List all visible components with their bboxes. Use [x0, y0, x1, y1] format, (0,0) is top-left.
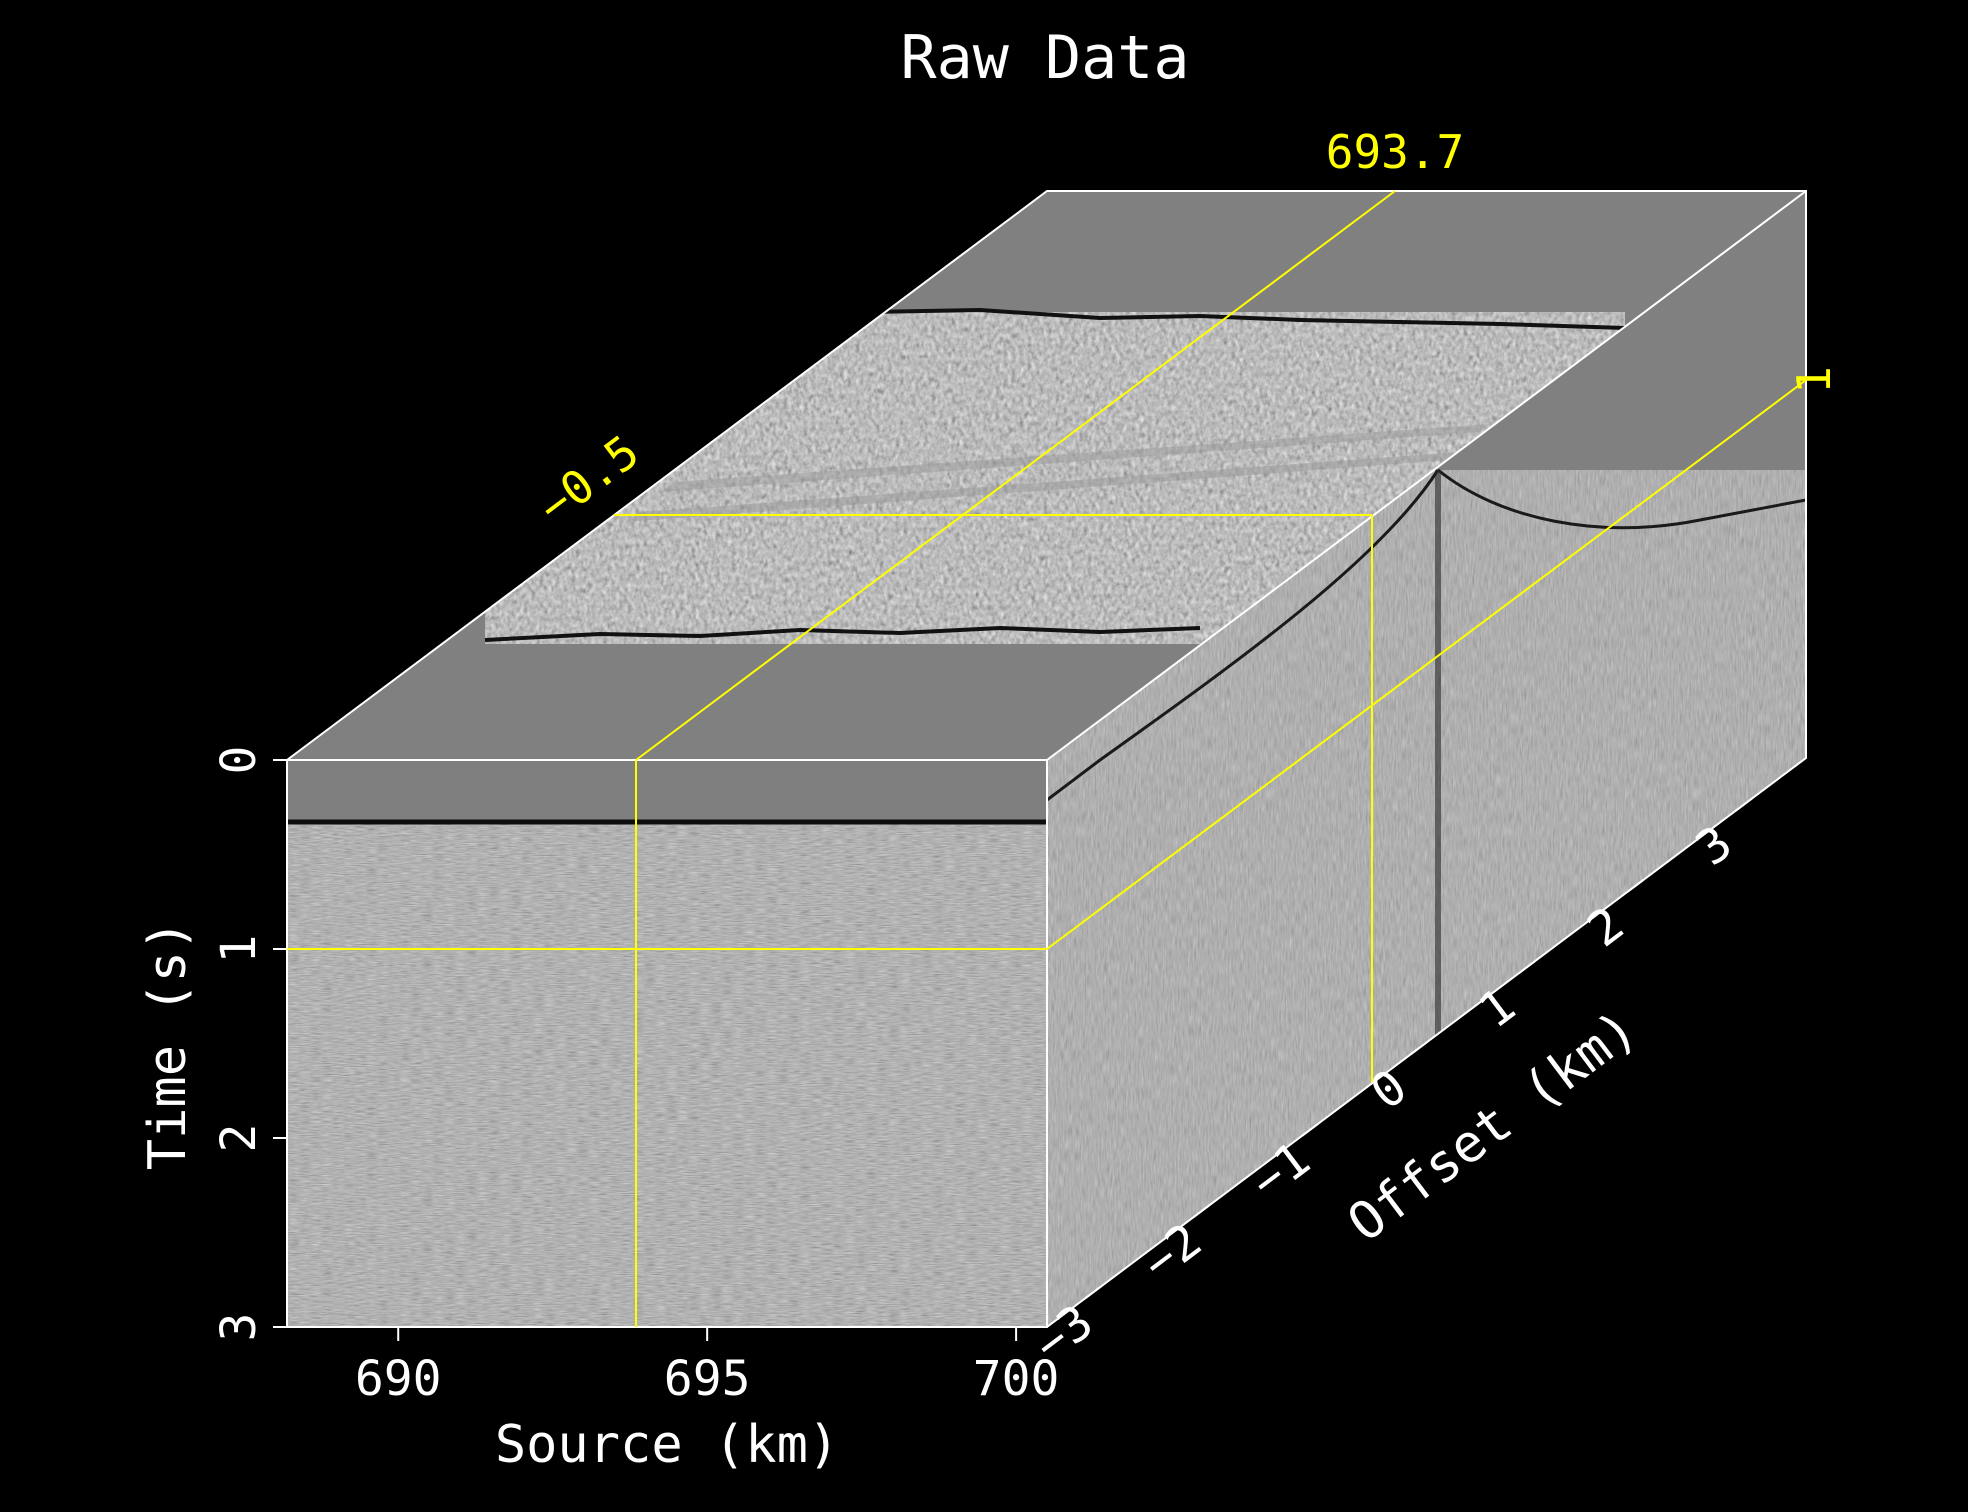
top-face-gap-band: [660, 424, 1490, 492]
slice-lines: [287, 190, 1807, 1327]
side-face-hyperbola-fan: [1047, 470, 1806, 1327]
z-tick-mark: [1735, 797, 1753, 812]
y-tick-label: 2: [211, 1124, 267, 1153]
z-tick-mark: [1518, 960, 1536, 975]
x-tick-label: 695: [664, 1351, 751, 1407]
front-face: [287, 760, 1047, 1327]
top-face-gap-band: [625, 452, 1460, 522]
y-tick-label: 3: [211, 1313, 267, 1342]
source-slice-line-top: [635, 190, 1396, 761]
x-tick-label: 700: [973, 1351, 1060, 1407]
chart-title: Raw Data: [901, 23, 1190, 93]
direct-arrival-left: [1047, 469, 1440, 802]
top-face-reflector-edge: [871, 307, 1626, 330]
time-slice-label: 1: [1787, 366, 1841, 394]
top-face-reflector-band: [485, 312, 1625, 644]
z-tick-mark: [1193, 1204, 1211, 1218]
front-face-water-column: [287, 760, 1047, 820]
source-slice-label: 693.7: [1326, 125, 1464, 179]
y-tick-label: 1: [211, 935, 267, 964]
front-face-section-noise: [287, 823, 1047, 1327]
top-face-reflector-edge: [484, 625, 1201, 642]
direct-arrival-right: [1437, 468, 1806, 530]
z-tick-mark: [1409, 1041, 1428, 1056]
x-axis-label: Source (km): [495, 1415, 839, 1475]
x-tick-label: 690: [355, 1351, 442, 1407]
side-face: [1047, 191, 1806, 1327]
z-tick-mark: [1626, 879, 1644, 893]
y-axis-label: Time (s): [138, 920, 198, 1170]
z-tick-mark: [1301, 1122, 1319, 1137]
y-tick-label: 0: [211, 746, 267, 775]
z-tick-mark: [1084, 1285, 1102, 1300]
time-slice-line-side: [1046, 379, 1807, 950]
